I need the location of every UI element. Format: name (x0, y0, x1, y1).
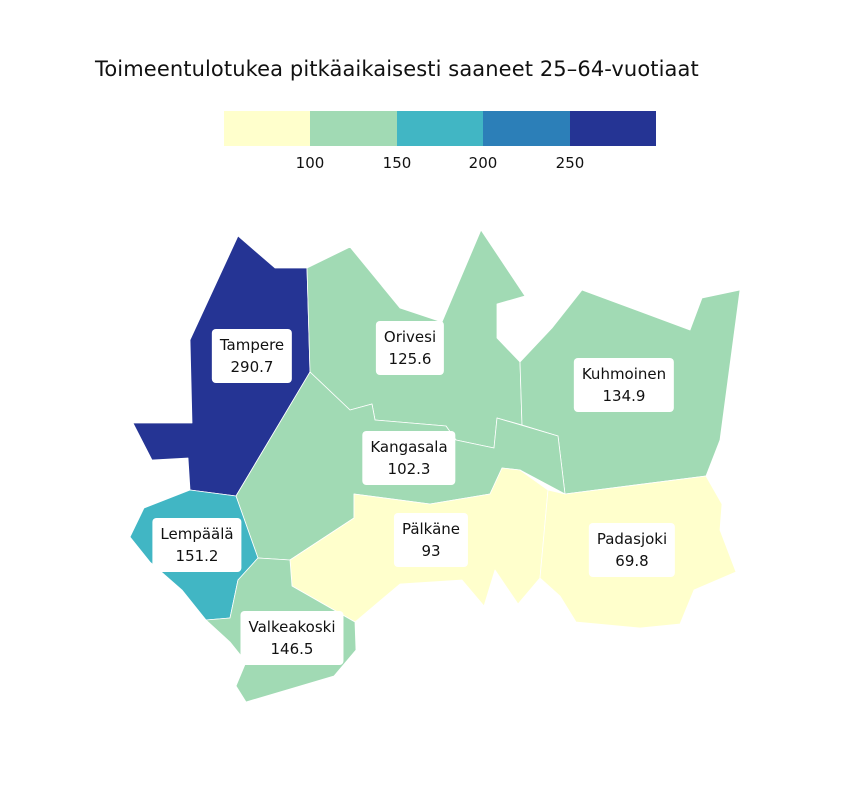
region-value: 151.2 (175, 547, 219, 565)
legend-tick: 100 (295, 154, 325, 172)
region-value: 69.8 (615, 552, 649, 570)
region-label-kuhmoinen: Kuhmoinen 134.9 (573, 358, 675, 412)
region-name: Pälkäne (401, 520, 461, 538)
region-label-palkane: Pälkäne 93 (393, 513, 469, 567)
region-name: Kuhmoinen (581, 365, 667, 383)
legend-tick: 150 (382, 154, 412, 172)
region-name: Orivesi (383, 328, 437, 346)
legend-tick: 250 (555, 154, 585, 172)
region-value: 93 (421, 542, 441, 560)
legend-swatch-4 (483, 111, 570, 146)
legend-swatch-3 (396, 111, 484, 146)
region-name: Tampere (219, 336, 285, 354)
region-value: 134.9 (602, 387, 646, 405)
region-value: 146.5 (270, 640, 314, 658)
region-label-tampere: Tampere 290.7 (211, 329, 293, 383)
region-name: Padasjoki (596, 530, 668, 548)
legend-tick: 200 (468, 154, 498, 172)
region-label-orivesi: Orivesi 125.6 (375, 321, 445, 375)
legend-ticks: 100 150 200 250 (224, 154, 656, 174)
region-label-lempaala: Lempäälä 151.2 (152, 518, 242, 572)
region-name: Valkeakoski (248, 618, 336, 636)
region-label-valkeakoski: Valkeakoski 146.5 (240, 611, 344, 665)
legend-swatch-1 (224, 111, 311, 146)
legend-swatch-5 (569, 111, 657, 146)
map-title: Toimeentulotukea pitkäaikaisesti saaneet… (95, 57, 699, 81)
region-value: 125.6 (388, 350, 432, 368)
region-label-kangasala: Kangasala 102.3 (362, 431, 456, 485)
region-value: 102.3 (387, 460, 431, 478)
region-name: Lempäälä (160, 525, 234, 543)
legend-swatch-2 (310, 111, 397, 146)
region-label-padasjoki: Padasjoki 69.8 (588, 523, 676, 577)
color-legend (224, 111, 657, 146)
region-name: Kangasala (370, 438, 448, 456)
region-value: 290.7 (230, 358, 274, 376)
